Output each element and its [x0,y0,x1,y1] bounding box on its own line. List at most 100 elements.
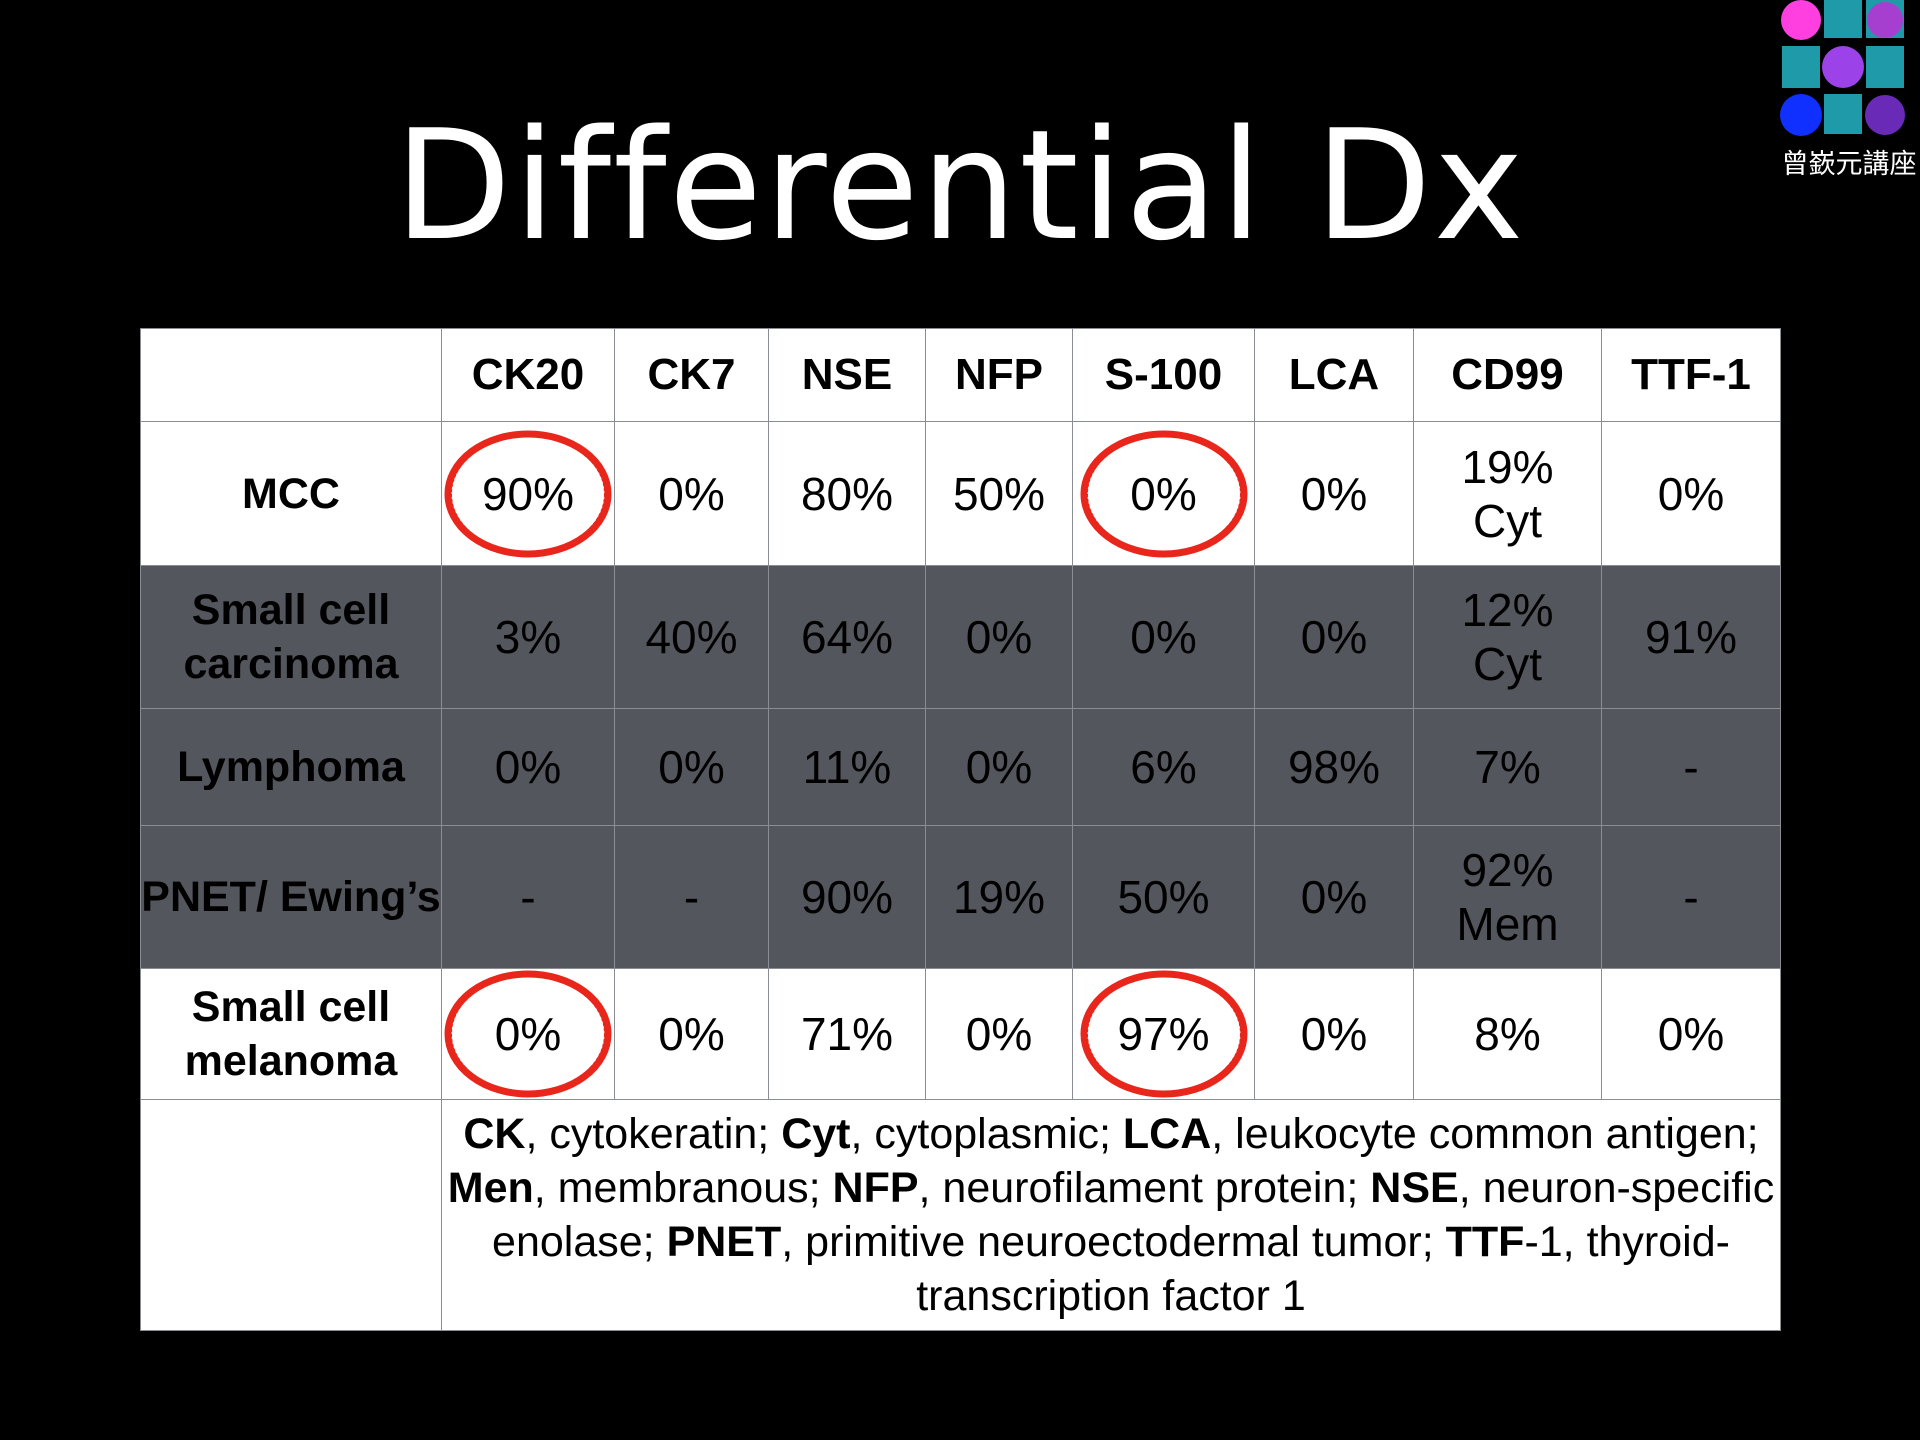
value-cell: 0% [1072,565,1255,709]
row-label: MCC [140,421,442,566]
slide-title: Differential Dx [394,97,1526,274]
footnote-definition: , membranous; [533,1164,833,1212]
cell-value: 64% [800,611,894,663]
cell-value: 0% [1300,1008,1368,1060]
cell-value: 0% [658,467,725,520]
header-cell: CK7 [614,328,769,422]
cell-value: - [1683,871,1699,923]
cell-value: 6% [1130,741,1197,793]
cell-value: 0% [1657,1008,1725,1060]
table-row: Lymphoma 0% 0% 11% 0% 6% 98% 7% - [140,708,1781,826]
value-cell: 19% [925,825,1073,969]
table-row: PNET/ Ewing’s - - 90% 19% 50% 0% 92% Mem - [140,825,1781,969]
cell-value: 0% [1657,467,1725,520]
row-label: Lymphoma [140,708,442,826]
footnote-term: NSE [1370,1164,1459,1212]
cell-value: 19% [952,871,1046,923]
cell-value: 40% [645,611,738,663]
footnote-definition: , cytokeratin; [525,1110,782,1158]
cell-value: 97% [1117,1008,1210,1060]
value-cell: 0% [614,708,769,826]
header-cell: CD99 [1413,328,1602,422]
cell-value: 12% Cyt [1461,584,1554,690]
footnote-term: Cyt [781,1110,851,1158]
value-cell: 98% [1254,708,1414,826]
value-cell: 8% [1413,968,1602,1100]
cell-value: 0% [494,1008,562,1060]
header-cell: NFP [925,328,1073,422]
value-cell: 71% [768,968,926,1100]
footnote-spacer [140,1099,442,1331]
cell-value: 50% [952,467,1046,520]
header-cell: LCA [1254,328,1414,422]
cell-value: 98% [1287,741,1381,793]
table-row: Small cell melanoma 0% 0% 71% 0% 97% 0% 8% 0% [140,968,1781,1100]
footnote-term: NFP [832,1164,919,1212]
value-cell: 0% [1254,968,1414,1100]
cell-value: 0% [1300,467,1368,520]
value-cell: 3% [441,565,615,709]
logo-mosaic-icon [1780,0,1905,136]
cell-value: 3% [494,611,562,663]
table-row: MCC 90% 0% 80% 50% 0% 0% 19% Cyt 0% [140,421,1781,566]
row-label: Small cell carcinoma [140,565,442,709]
footnote-definition: , neuron-specific enolase; [492,1164,1775,1266]
value-cell: 50% [925,421,1073,566]
value-cell: 0% [614,968,769,1100]
footnote-definition: , primitive neuroectodermal tumor; [781,1218,1446,1266]
logo-text: 曾嶔元講座 [1781,149,1917,180]
value-cell: - [614,825,769,969]
value-cell: 0% [441,708,615,826]
value-cell: 0% [1254,565,1414,709]
header-cell: NSE [768,328,926,422]
value-cell: 90% [441,421,615,566]
cell-value: 0% [1300,871,1368,923]
footnote-definition: -1, thyroid-transcription factor 1 [916,1218,1730,1320]
value-cell: 50% [1072,825,1255,969]
value-cell: 0% [1072,421,1255,566]
cell-value: 71% [800,1008,894,1060]
cell-value: 0% [965,611,1033,663]
footnote-term: LCA [1122,1110,1212,1158]
value-cell: 11% [768,708,926,826]
cell-value: - [1683,741,1699,793]
footnote-term: TTF [1445,1218,1525,1266]
cell-value: - [683,871,700,923]
value-cell: 6% [1072,708,1255,826]
value-cell: - [441,825,615,969]
value-cell: 40% [614,565,769,709]
value-cell: 0% [925,708,1073,826]
cell-value: 91% [1644,611,1738,663]
cell-value: 0% [658,741,725,793]
cell-value: 0% [1130,611,1197,663]
value-cell: 7% [1413,708,1602,826]
value-cell: 90% [768,825,926,969]
value-cell: 0% [1601,421,1781,566]
cell-value: 0% [1130,467,1197,520]
row-label: PNET/ Ewing’s [140,825,442,969]
row-label: Small cell melanoma [140,968,442,1100]
table-row: Small cell carcinoma 3% 40% 64% 0% 0% 0% 12% Cy… [140,565,1781,709]
cell-value: 80% [800,467,894,520]
cell-value: 50% [1117,871,1210,923]
footnote-definition: , leukocyte common antigen; [1211,1110,1759,1158]
value-cell: 0% [1254,825,1414,969]
cell-value: 8% [1474,1008,1541,1060]
value-cell: 80% [768,421,926,566]
value-cell: - [1601,825,1781,969]
cell-value: 0% [965,741,1033,793]
value-cell: 0% [1601,968,1781,1100]
cell-value: 90% [481,467,575,520]
footnote: CK, cytokeratin; Cyt, cytoplasmic; LCA, … [441,1099,1781,1331]
value-cell: 0% [1254,421,1414,566]
cell-value: 0% [965,1008,1033,1060]
value-cell: 0% [614,421,769,566]
value-cell: 12% Cyt [1413,565,1602,709]
value-cell: 97% [1072,968,1255,1100]
footnote-term: PNET [666,1218,782,1266]
cell-value: - [520,871,536,923]
value-cell: 0% [441,968,615,1100]
header-cell: CK20 [441,328,615,422]
logo: 曾嶔元講座 [1778,0,1920,180]
header-cell: TTF-1 [1601,328,1781,422]
